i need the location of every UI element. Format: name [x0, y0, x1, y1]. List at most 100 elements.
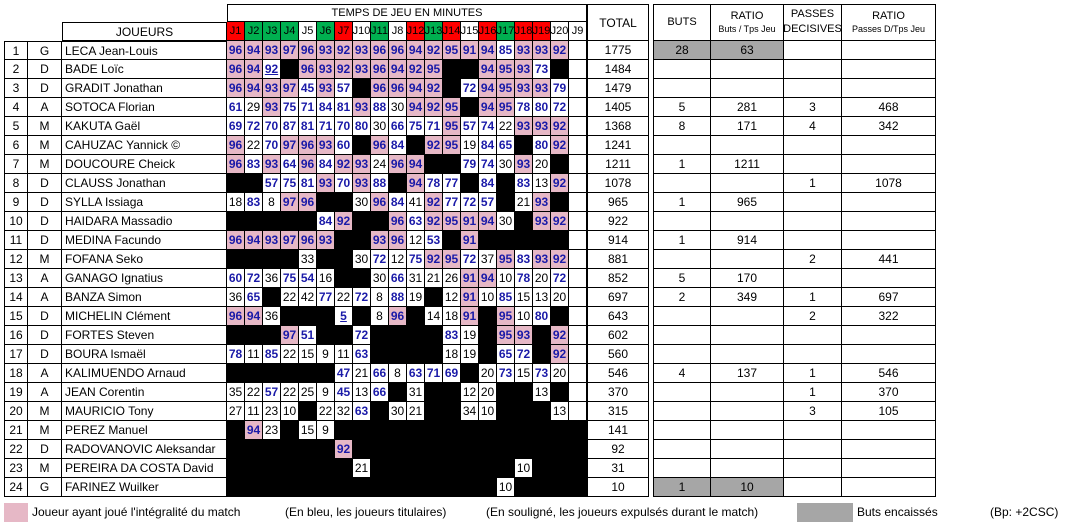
minutes-cell: 93: [515, 117, 533, 136]
matchday-j7: J7: [335, 22, 353, 41]
goals-cell: 5: [653, 98, 711, 117]
minutes-cell: 30: [389, 402, 407, 421]
matchday-j13: J13: [425, 22, 443, 41]
minutes-cell: 36: [263, 307, 281, 326]
matchday-j4: J4: [281, 22, 299, 41]
ratio-goals-cell: [711, 326, 784, 345]
minutes-cell: 83: [515, 250, 533, 269]
minutes-cell: 65: [245, 288, 263, 307]
player-name: GANAGO Ignatius: [62, 269, 227, 288]
minutes-cell: [353, 269, 371, 288]
minutes-cell: 87: [281, 117, 299, 136]
minutes-cell: [227, 459, 245, 478]
minutes-cell: 78: [425, 174, 443, 193]
minutes-cell: 77: [443, 193, 461, 212]
total-cell: 881: [587, 250, 649, 269]
minutes-cell: [497, 459, 515, 478]
ratio-assists-cell: [842, 421, 936, 440]
minutes-cell: 22: [497, 117, 515, 136]
minutes-cell: 96: [299, 231, 317, 250]
minutes-cell: 75: [407, 250, 425, 269]
minutes-cell: [551, 60, 569, 79]
assists-cell: 1: [784, 288, 842, 307]
minutes-cell: 96: [227, 307, 245, 326]
minutes-cell: 72: [551, 269, 569, 288]
minutes-cell: [299, 307, 317, 326]
player-position: M: [28, 459, 62, 478]
minutes-cell: [551, 231, 569, 250]
minutes-cell: 88: [389, 288, 407, 307]
player-position: D: [28, 79, 62, 98]
minutes-cell: 83: [245, 193, 263, 212]
minutes-cell: 72: [245, 269, 263, 288]
minutes-cell: 19: [407, 288, 425, 307]
minutes-cell: 25: [299, 383, 317, 402]
minutes-cell: [461, 60, 479, 79]
minutes-cell: [353, 136, 371, 155]
minutes-cell: [263, 212, 281, 231]
minutes-cell: [407, 136, 425, 155]
minutes-cell: 15: [299, 345, 317, 364]
total-cell: 1484: [587, 60, 649, 79]
goals-cell: 5: [653, 269, 711, 288]
minutes-cell: 84: [389, 193, 407, 212]
goals-cell: [653, 250, 711, 269]
minutes-cell: 92: [335, 60, 353, 79]
ratio-assists-cell: 322: [842, 307, 936, 326]
ratio-assists-sub: Passes D/Tps Jeu: [851, 24, 926, 35]
player-name: PEREIRA DA COSTA David: [62, 459, 227, 478]
minutes-cell: 23: [263, 421, 281, 440]
minutes-cell: 29: [245, 98, 263, 117]
assists-cell: 3: [784, 98, 842, 117]
player-name: MICHELIN Clément: [62, 307, 227, 326]
player-number: 17: [4, 345, 28, 364]
minutes-cell: 93: [533, 250, 551, 269]
minutes-cell: [335, 231, 353, 250]
players-header: JOUEURS: [62, 22, 227, 41]
ratio-assists-cell: [842, 79, 936, 98]
minutes-cell: [533, 326, 551, 345]
player-number: 7: [4, 155, 28, 174]
minutes-cell: 92: [425, 250, 443, 269]
assists-cell: [784, 79, 842, 98]
minutes-cell: 20: [551, 288, 569, 307]
ratio-assists-title: RATIO: [872, 9, 905, 22]
minutes-cell: 94: [407, 155, 425, 174]
player-name: GRADIT Jonathan: [62, 79, 227, 98]
player-position: A: [28, 269, 62, 288]
player-position: M: [28, 250, 62, 269]
minutes-cell: 93: [515, 41, 533, 60]
minutes-cell: [515, 383, 533, 402]
assists-cell: [784, 269, 842, 288]
minutes-cell: 96: [299, 60, 317, 79]
minutes-cell: [299, 402, 317, 421]
minutes-cell: [515, 212, 533, 231]
minutes-cell: 57: [479, 193, 497, 212]
minutes-cell: 84: [317, 98, 335, 117]
minutes-cell: 96: [389, 231, 407, 250]
minutes-cell: [317, 326, 335, 345]
goals-cell: 4: [653, 364, 711, 383]
minutes-cell: 31: [407, 383, 425, 402]
player-number: 24: [4, 478, 28, 497]
minutes-cell: 22: [245, 383, 263, 402]
player-position: D: [28, 345, 62, 364]
minutes-cell: [407, 459, 425, 478]
player-number: 19: [4, 383, 28, 402]
assists-cell: 2: [784, 307, 842, 326]
matchday-j1: J1: [227, 22, 245, 41]
player-number: 21: [4, 421, 28, 440]
minutes-cell: [569, 383, 587, 402]
player-position: A: [28, 98, 62, 117]
minutes-cell: [263, 364, 281, 383]
minutes-cell: 80: [353, 117, 371, 136]
minutes-cell: [461, 174, 479, 193]
matchday-j6: J6: [317, 22, 335, 41]
player-number: 2: [4, 60, 28, 79]
matchday-j18: J18: [515, 22, 533, 41]
minutes-cell: [443, 155, 461, 174]
minutes-cell: 96: [389, 79, 407, 98]
minutes-cell: 94: [407, 41, 425, 60]
minutes-cell: [407, 307, 425, 326]
minutes-cell: [533, 402, 551, 421]
